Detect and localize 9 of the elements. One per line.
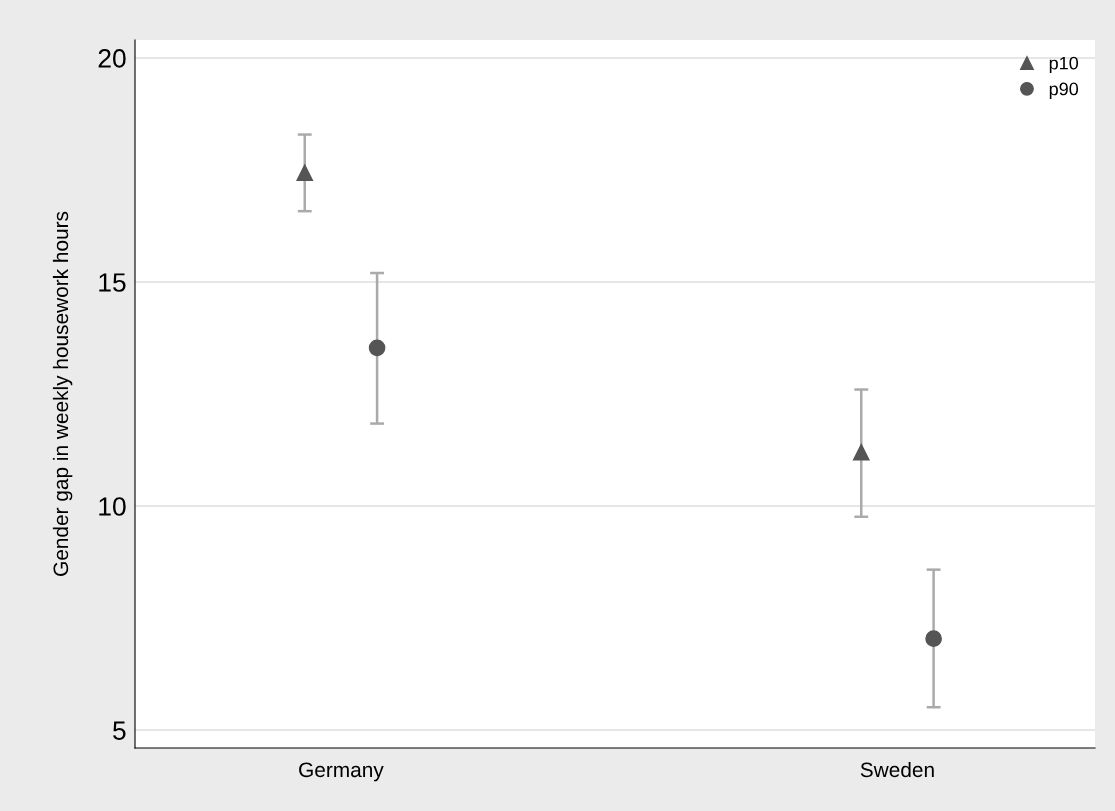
x-tick-label: Germany [299, 762, 384, 782]
legend-label: p10 [1049, 56, 1079, 74]
y-tick-label: 15 [99, 273, 126, 292]
x-tick-label: Sweden [860, 761, 934, 778]
y-tick-label: 20 [98, 49, 126, 68]
y-tick-label: 10 [99, 497, 126, 516]
legend-label: p90 [1049, 82, 1079, 99]
y-axis-title: Gender gap in weekly housework hours [52, 211, 73, 576]
y-tick-label: 5 [113, 721, 126, 740]
